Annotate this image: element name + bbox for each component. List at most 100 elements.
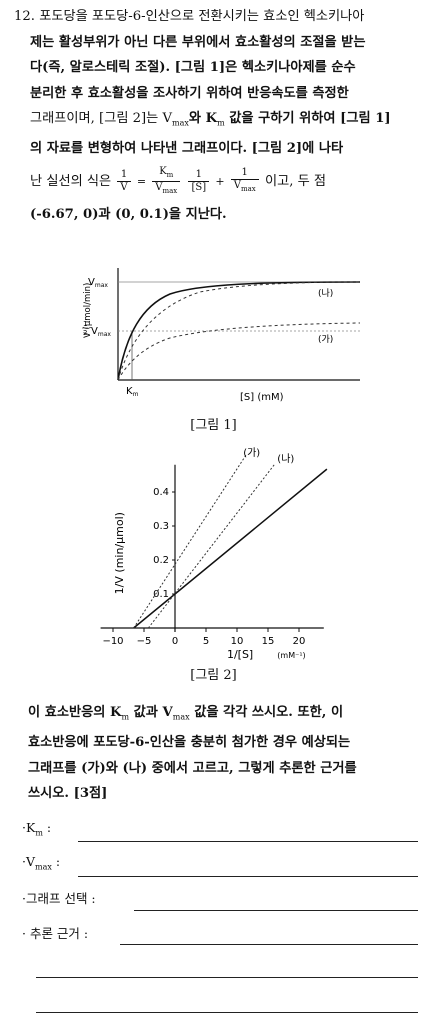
answer-reason-label: · 추론 근거 :	[22, 926, 89, 941]
fig2-x-tick-label: −5	[137, 636, 152, 647]
eq-r-den: V	[233, 180, 241, 192]
q-line5b: max	[172, 118, 189, 128]
answer-reason-line-2[interactable]	[36, 977, 418, 978]
fig1-vmax-v: V	[88, 277, 95, 288]
answer-vmax-line[interactable]	[78, 876, 418, 877]
fig1-km-label: Km	[126, 386, 139, 398]
fig2-x-tick-label: 0	[172, 636, 178, 647]
question-line-3-text: 다(즉, 알로스테릭 조절). [그림 1]은 헥소키나아제를 순수	[30, 60, 356, 75]
instr-1b: 값과 V	[129, 705, 173, 720]
question-line-2-text: 제는 활성부위가 아닌 다른 부위에서 효소활성의 조절을 받는	[30, 34, 366, 50]
fig1-half-v: V	[91, 326, 98, 337]
question-line-1-text: 포도당을 포도당-6-인산으로 전환시키는 효소인 헥소키나아	[39, 9, 365, 24]
instr-1c: 값을 각각 쓰시오. 또한, 이	[189, 705, 344, 720]
eq-k-den: V	[155, 181, 163, 193]
eq-r-den-sub: max	[240, 185, 256, 194]
question-line-5: 그래프이며, [그림 2]는 Vmax와 Km 값을 구하기 위하여 [그림 1…	[14, 106, 418, 136]
fig2-plot: −10 −5 0 5 10 15 20 0.1 0.2 0.3 0.4 (가) (나) 1/V (min/…	[100, 447, 328, 660]
question-line-6: 의 자료를 변형하여 나타낸 그래프이다. [그림 2]에 나타	[14, 136, 418, 162]
instr-3: 그래프를 (가)와 (나) 중에서 고르고, 그렇게 추론한 근거를	[28, 760, 357, 776]
fig1-label-ga: (가)	[318, 334, 333, 345]
figure2-caption: [그림 2]	[190, 668, 237, 683]
question-line-3: 다(즉, 알로스테릭 조절). [그림 1]은 헥소키나아제를 순수	[14, 55, 418, 81]
ans-km-colon: :	[42, 820, 52, 835]
q-line7b: 이고, 두 점	[264, 173, 327, 189]
fig1-km-sub: m	[133, 391, 139, 398]
ans-vmax-v: ·V	[22, 854, 36, 869]
answer-vmax-label: ·Vmax :	[22, 854, 60, 872]
ans-km-k: ·K	[22, 820, 36, 835]
instr-line-3: 그래프를 (가)와 (나) 중에서 고르고, 그렇게 추론한 근거를	[28, 756, 420, 782]
fig1-vmax-sub: max	[95, 282, 109, 289]
question-line-2: 제는 활성부위가 아닌 다른 부위에서 효소활성의 조절을 받는	[14, 30, 418, 56]
fig2-x-tick-label: 15	[262, 636, 275, 647]
answer-km-label: ·Km :	[22, 820, 51, 838]
fig2-y-tick-label: 0.3	[153, 521, 169, 532]
figure2-chart: −10 −5 0 5 10 15 20 0.1 0.2 0.3 0.4 (가) (나) 1/V (min/…	[100, 447, 328, 660]
instr-1a: 이 효소반응의 K	[28, 705, 122, 720]
fig2-x-tick-label: −10	[102, 636, 123, 647]
fig2-y-tick-label: 0.2	[153, 555, 169, 566]
answer-graph-label: ·그래프 선택 :	[22, 891, 96, 906]
fig2-line-ga	[133, 454, 247, 629]
fig1-solid-curve	[117, 281, 361, 381]
fig1-km-k: K	[126, 386, 133, 397]
fig1-label-na: (나)	[318, 288, 333, 299]
fig1-half-sub: max	[98, 331, 112, 338]
instr-1-sub: m	[121, 712, 130, 722]
eq-equals: =	[136, 174, 147, 188]
question-text: 12. 포도당을 포도당-6-인산으로 전환시키는 효소인 헥소키나아 제는 활…	[14, 4, 418, 227]
answer-reason-line-3[interactable]	[36, 1012, 418, 1013]
fig2-solid-line	[133, 468, 328, 629]
answer-km-line[interactable]	[78, 841, 418, 842]
fig1-y-label: V (μmol/min)	[83, 283, 93, 338]
eq-r-num: 1	[230, 167, 259, 181]
instr-4: 쓰시오. [3점]	[28, 786, 108, 802]
question-line-6-text: 의 자료를 변형하여 나타낸 그래프이다. [그림 2]에 나타	[30, 141, 344, 157]
eq-lhs-den: V	[120, 181, 128, 193]
eq-s-num: 1	[188, 169, 210, 182]
fig2-y-label: 1/V (min/μmol)	[113, 512, 126, 594]
fig1-halfvmax-label: Vmax	[91, 326, 111, 338]
eq-k-num-sub: m	[166, 170, 174, 179]
question-number: 12.	[14, 9, 35, 24]
fig2-x-tick-label: 10	[231, 636, 244, 647]
q-line5c: 와 K	[188, 111, 218, 126]
eq-lhs-num: 1	[117, 169, 131, 182]
eq-km-frac: Km Vmax	[152, 165, 181, 197]
q-line7a: 난 실선의 식은	[30, 173, 112, 189]
fig2-x-tick-label: 20	[293, 636, 306, 647]
eq-k-den-sub: max	[162, 186, 178, 195]
eq-plus: +	[215, 174, 225, 188]
ans-vmax-colon: :	[51, 854, 61, 869]
question-line-8: (-6.67, 0)과 (0, 0.1)을 지난다.	[14, 202, 418, 228]
instr-line-2: 효소반응에 포도당-6-인산을 충분히 첨가한 경우 예상되는	[28, 730, 420, 756]
q-line5d: m	[217, 118, 225, 128]
fig1-half-num: 1	[83, 320, 87, 328]
eq-rhs-frac: 1 Vmax	[230, 167, 259, 195]
fig1-x-label: [S] (mM)	[240, 392, 284, 403]
instr-line-1: 이 효소반응의 Km 값과 Vmax 값을 각각 쓰시오. 또한, 이	[28, 700, 420, 730]
fig2-x-tick-label: 5	[203, 636, 209, 647]
ans-vmax-sub: max	[35, 862, 52, 872]
fig2-x-label: 1/[S]	[227, 648, 253, 660]
question-line-8-text: (-6.67, 0)과 (0, 0.1)을 지난다.	[30, 206, 227, 222]
question-line-4: 분리한 후 효소활성을 조사하기 위하여 반응속도를 측정한	[14, 81, 418, 107]
fig2-label-na: (나)	[277, 453, 294, 465]
question-line-1: 12. 포도당을 포도당-6-인산으로 전환시키는 효소인 헥소키나아	[14, 4, 418, 30]
q-line5a: 그래프이며, [그림 2]는 V	[30, 111, 173, 126]
fig1-vmax-label: Vmax	[88, 277, 108, 289]
instructions: 이 효소반응의 Km 값과 Vmax 값을 각각 쓰시오. 또한, 이 효소반응…	[14, 700, 420, 807]
instr-1b-sub: max	[172, 712, 190, 722]
instr-line-4: 쓰시오. [3점]	[28, 781, 420, 807]
fig1-half-den: 2	[83, 329, 87, 337]
eq-k-num: K	[159, 165, 167, 177]
answer-graph-line[interactable]	[134, 910, 418, 911]
ans-km-sub: m	[35, 828, 43, 838]
answer-reason-line-1[interactable]	[120, 944, 418, 945]
eq-s-frac: 1 [S]	[188, 169, 210, 194]
fig1-curve-ga	[117, 322, 361, 381]
eq-s-den: [S]	[191, 181, 207, 193]
fig2-y-tick-label: 0.4	[153, 487, 169, 498]
